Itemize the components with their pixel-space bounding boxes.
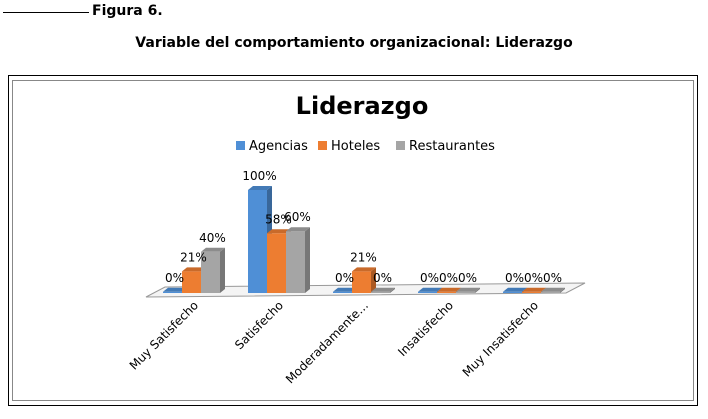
legend-label-restaurantes: Restaurantes [409,139,495,154]
data-label-hoteles-4: 0% [439,271,458,285]
data-label-hoteles-2: 58% [265,212,292,226]
bar-restaurantes-5 [541,287,565,293]
legend-swatch-restaurantes [396,141,405,150]
category-label-1: Muy Satisfecho [127,298,201,372]
data-labels: 0%21%40%100%58%60%0%21%0% 0% 0% 0% 0% 0% 0% [165,169,562,285]
bar-hoteles-3 [352,267,376,293]
legend: Agencias Hoteles Restaurantes [236,139,495,154]
data-label-restaurantes-5: 0% [543,271,562,285]
legend-swatch-agencias [236,141,245,150]
data-label-agencias-5: 0% [505,271,524,285]
bar-restaurantes-1 [201,247,225,293]
category-label-5: Muy Insatisfecho [460,298,541,379]
legend-label-hoteles: Hoteles [331,139,380,154]
bar-restaurantes-3 [371,287,395,293]
data-label-agencias-1: 0% [165,271,184,285]
chart-area [12,80,694,401]
bars [163,186,565,293]
data-label-restaurantes-1: 40% [199,231,226,245]
category-label-4: Insatisfecho [395,298,456,359]
figure-label: Figura 6. [92,3,163,19]
data-label-restaurantes-4: 0% [458,271,477,285]
bar-restaurantes-2 [286,227,310,293]
bar-restaurantes-4 [456,287,480,293]
data-label-restaurantes-2: 60% [284,210,311,224]
category-label-3: Moderadamente… [283,298,371,386]
chart-title: Liderazgo [296,92,429,120]
category-label-2: Satisfecho [232,298,286,352]
legend-label-agencias: Agencias [249,139,308,154]
data-label-agencias-2: 100% [242,169,276,183]
data-label-hoteles-5: 0% [524,271,543,285]
data-label-agencias-4: 0% [420,271,439,285]
figure-rule [3,12,89,13]
legend-swatch-hoteles [318,141,327,150]
data-label-agencias-3: 0% [335,271,354,285]
chart-outer-frame [8,75,698,406]
data-label-hoteles-1: 21% [180,250,207,264]
data-label-restaurantes-3: 0% [373,271,392,285]
figure-caption: Variable del comportamiento organizacion… [135,35,573,51]
data-label-hoteles-3: 21% [350,250,377,264]
